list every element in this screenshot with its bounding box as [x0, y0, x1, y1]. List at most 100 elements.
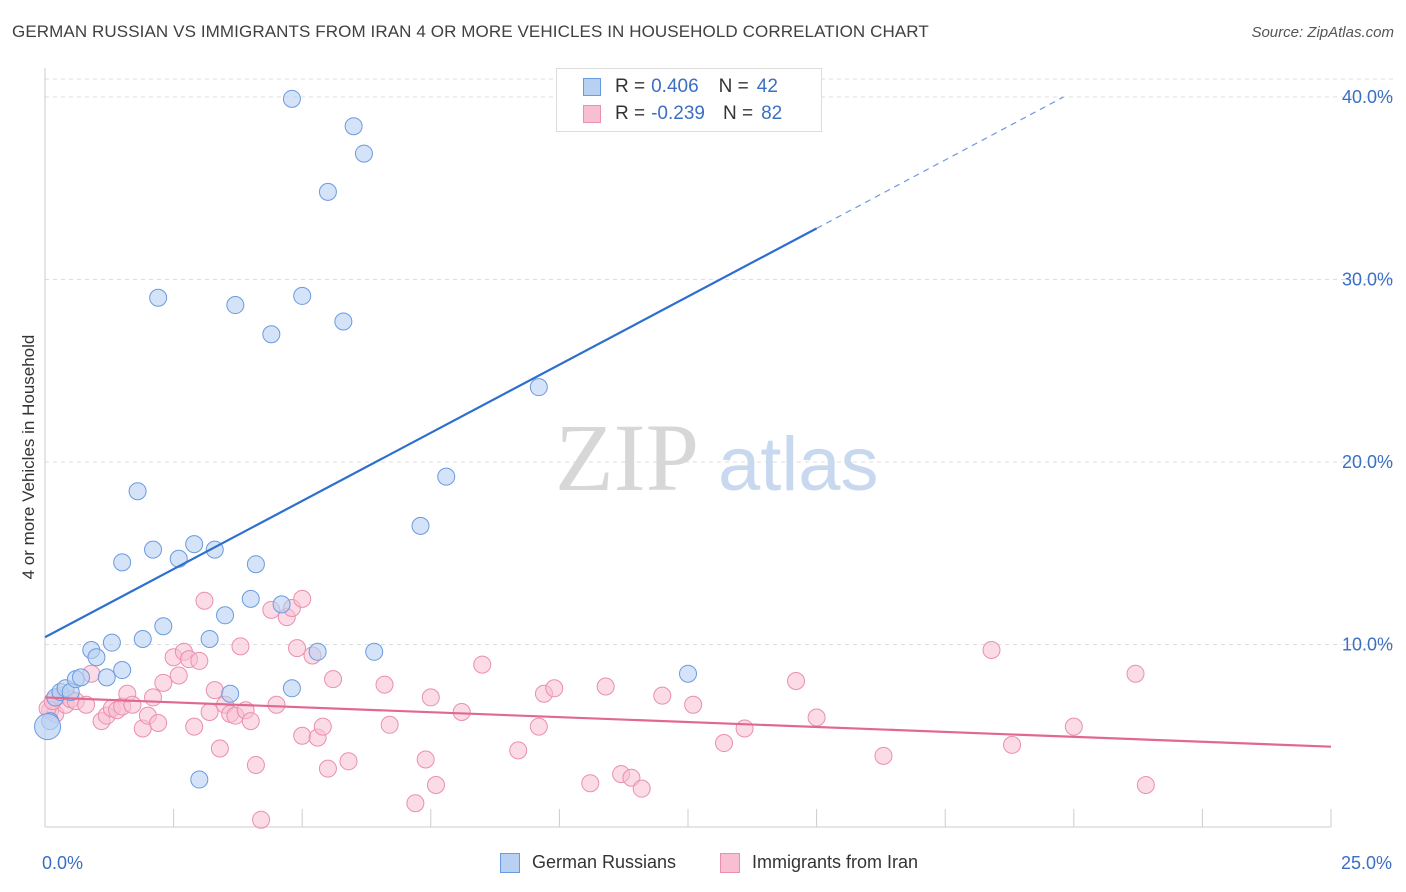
data-point: [195, 591, 214, 610]
data-point: [653, 686, 672, 705]
y-tick-label: 30.0%: [1342, 270, 1393, 290]
data-point: [1126, 664, 1145, 683]
data-point: [97, 668, 116, 687]
data-point: [262, 325, 281, 344]
data-point: [318, 759, 337, 778]
data-point: [807, 708, 826, 727]
data-point: [545, 679, 564, 698]
data-point: [411, 516, 430, 535]
series-german-russians: [34, 89, 697, 789]
data-point: [190, 770, 209, 789]
data-point: [293, 589, 312, 608]
data-point: [282, 89, 301, 108]
data-point: [72, 668, 91, 687]
data-point: [241, 589, 260, 608]
x-tick-label: 0.0%: [42, 853, 83, 873]
data-point: [529, 717, 548, 736]
data-point: [1064, 717, 1083, 736]
chart-title: GERMAN RUSSIAN VS IMMIGRANTS FROM IRAN 4…: [12, 22, 929, 41]
data-point: [231, 637, 250, 656]
data-point: [144, 540, 163, 559]
bottom-legend-immigrants-from-iran[interactable]: Immigrants from Iran: [720, 852, 918, 873]
data-point: [308, 642, 327, 661]
data-point: [324, 670, 343, 689]
data-point: [509, 741, 528, 760]
data-point: [293, 726, 312, 745]
data-point: [735, 719, 754, 738]
data-point: [581, 774, 600, 793]
bottom-legend-swatch-pink: [720, 852, 740, 873]
y-tick-label: 20.0%: [1342, 452, 1393, 472]
data-point: [200, 630, 219, 649]
trend-line-immigrants-from-iran: [44, 696, 1332, 748]
data-point: [123, 695, 142, 714]
data-point: [241, 712, 260, 731]
trend-line-german-russians: [44, 227, 818, 639]
data-point: [452, 703, 471, 722]
data-point: [272, 595, 291, 614]
data-point: [982, 640, 1001, 659]
data-point: [246, 555, 265, 574]
data-point: [406, 794, 425, 813]
series-immigrants-from-iran: [38, 589, 1155, 829]
data-point: [426, 776, 445, 795]
legend-r-value: 0.406: [651, 76, 699, 97]
gridlines: [45, 78, 1395, 645]
data-point: [169, 666, 188, 685]
legend-swatch-blue: [583, 78, 601, 96]
data-point: [226, 296, 245, 315]
data-point: [679, 664, 697, 683]
legend-n-value: 82: [761, 103, 783, 124]
data-point: [1003, 735, 1022, 754]
data-point: [334, 312, 353, 331]
data-point: [684, 695, 703, 714]
data-point: [144, 688, 163, 707]
data-point: [473, 655, 492, 674]
legend-r-label: R =: [615, 76, 646, 97]
data-point: [715, 734, 734, 753]
data-point: [421, 688, 440, 707]
watermark-zip: ZIP: [555, 404, 699, 511]
legend-row-german-russians: R = 0.406 N = 42: [583, 74, 778, 100]
bottom-legend-german-russians[interactable]: German Russians: [500, 852, 676, 873]
data-point: [596, 677, 615, 696]
data-point: [128, 482, 147, 501]
data-point-large: [34, 713, 62, 741]
x-tick-label: 25.0%: [1341, 853, 1392, 873]
data-point: [313, 717, 332, 736]
data-point: [529, 378, 548, 397]
legend-n-label: N =: [718, 76, 749, 97]
data-point: [113, 553, 132, 572]
legend-n-label: N =: [722, 103, 754, 124]
data-point: [622, 768, 641, 787]
data-point: [416, 750, 435, 769]
data-point: [354, 144, 373, 163]
data-point: [380, 715, 399, 734]
bottom-legend: German Russians Immigrants from Iran: [0, 852, 1406, 876]
data-point: [365, 642, 384, 661]
data-point: [190, 651, 209, 670]
bottom-legend-label: Immigrants from Iran: [752, 852, 919, 872]
data-point: [133, 630, 152, 649]
data-point: [267, 695, 286, 714]
legend-swatch-pink: [583, 105, 601, 123]
data-point: [318, 182, 337, 201]
trend-lines: [44, 96, 1332, 748]
data-point: [149, 713, 168, 732]
source-label: Source: ZipAtlas.com: [1251, 24, 1394, 41]
data-point: [252, 810, 271, 829]
tick-labels: 10.0% 20.0% 30.0% 40.0% 0.0% 25.0%: [42, 87, 1393, 873]
data-point: [293, 286, 312, 305]
y-tick-label: 10.0%: [1342, 635, 1393, 655]
data-point: [154, 617, 173, 636]
data-point: [77, 695, 96, 714]
data-point: [87, 648, 106, 667]
legend-r-label: R =: [615, 103, 646, 124]
data-point: [185, 535, 204, 554]
watermark-atlas: atlas: [718, 422, 879, 507]
trend-line-extension: [816, 96, 1064, 229]
data-point: [282, 679, 301, 698]
data-point: [339, 752, 358, 771]
data-point: [154, 673, 173, 692]
